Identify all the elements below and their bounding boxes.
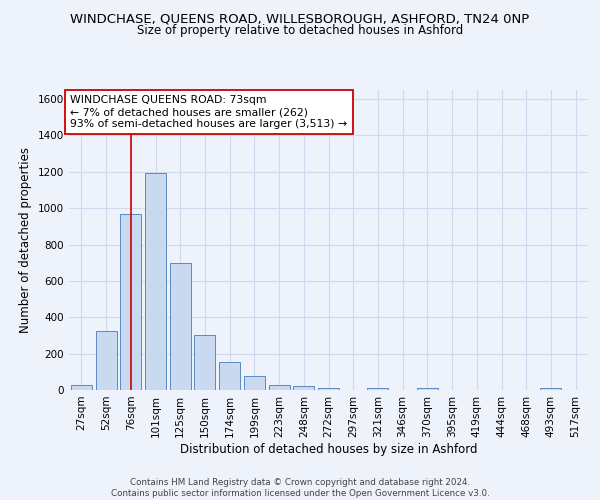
Y-axis label: Number of detached properties: Number of detached properties <box>19 147 32 333</box>
Bar <box>145 172 166 390</box>
Text: WINDCHASE QUEENS ROAD: 73sqm
← 7% of detached houses are smaller (262)
93% of se: WINDCHASE QUEENS ROAD: 73sqm ← 7% of det… <box>70 96 347 128</box>
Bar <box>194 334 215 390</box>
Bar <box>367 388 388 390</box>
Bar <box>318 388 339 390</box>
Text: WINDCHASE, QUEENS ROAD, WILLESBOROUGH, ASHFORD, TN24 0NP: WINDCHASE, QUEENS ROAD, WILLESBOROUGH, A… <box>70 12 530 26</box>
Bar <box>95 331 116 390</box>
Bar <box>417 388 438 390</box>
Bar <box>541 388 562 390</box>
Bar <box>170 262 191 390</box>
Bar <box>219 362 240 390</box>
Text: Contains HM Land Registry data © Crown copyright and database right 2024.
Contai: Contains HM Land Registry data © Crown c… <box>110 478 490 498</box>
Bar <box>244 376 265 390</box>
Bar <box>269 384 290 390</box>
X-axis label: Distribution of detached houses by size in Ashford: Distribution of detached houses by size … <box>180 442 477 456</box>
Bar <box>120 214 141 390</box>
Bar <box>293 386 314 390</box>
Bar <box>71 385 92 390</box>
Text: Size of property relative to detached houses in Ashford: Size of property relative to detached ho… <box>137 24 463 37</box>
